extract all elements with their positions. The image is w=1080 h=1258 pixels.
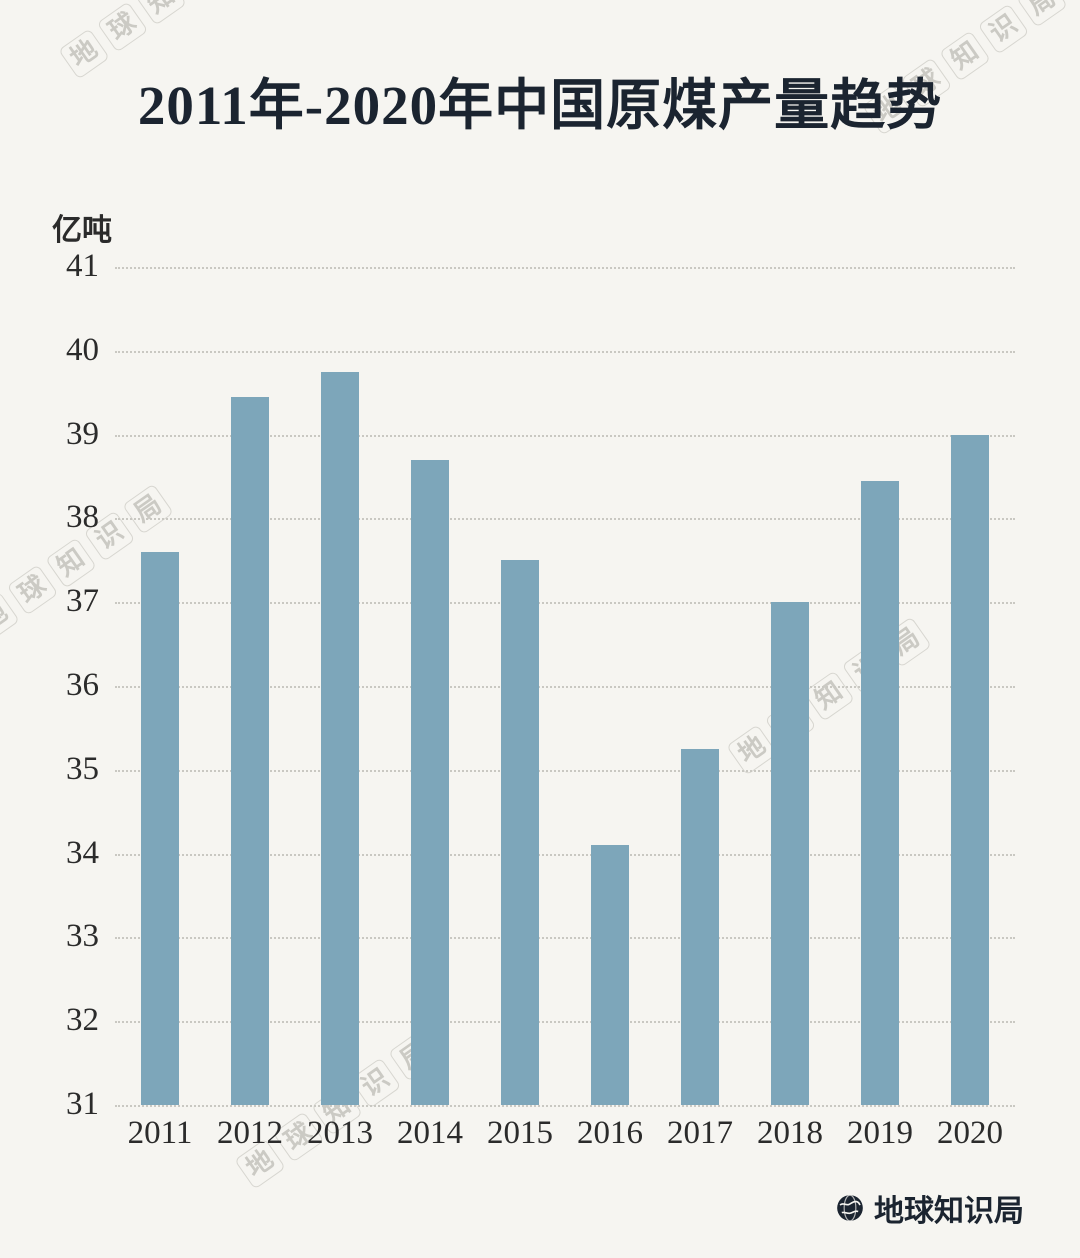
y-tick-label: 32 [66, 1001, 99, 1038]
x-tick-label: 2012 [217, 1115, 283, 1151]
gridline [115, 518, 1015, 521]
watermark-char: 局 [1016, 0, 1068, 28]
y-tick-label: 34 [66, 834, 99, 871]
bar-2018 [771, 602, 809, 1105]
globe-icon [836, 1194, 864, 1222]
y-tick-label: 37 [66, 582, 99, 619]
x-tick-label: 2016 [577, 1115, 643, 1151]
watermark-char: 知 [135, 0, 187, 26]
gridline [115, 1105, 1015, 1107]
brand-name: 地球知识局 [874, 1195, 1024, 1228]
brand-footer: 地球知识局 [836, 1186, 1024, 1230]
y-axis-unit-label: 亿吨 [52, 214, 112, 247]
y-tick-label: 36 [66, 666, 99, 703]
x-tick-label: 2011 [127, 1115, 193, 1151]
gridline [115, 686, 1015, 688]
bar-2015 [501, 560, 539, 1105]
x-tick-label: 2020 [937, 1115, 1003, 1151]
x-tick-label: 2014 [397, 1115, 463, 1151]
y-tick-label: 41 [66, 247, 99, 284]
x-tick-label: 2015 [487, 1115, 553, 1151]
bar-2019 [861, 480, 899, 1105]
gridline [115, 769, 1015, 772]
y-tick-label: 33 [66, 918, 99, 955]
gridline [115, 267, 1015, 269]
x-tick-label: 2018 [757, 1115, 823, 1151]
x-tick-label: 2019 [847, 1115, 913, 1151]
bar-chart: 31 32 33 34 35 36 37 38 39 40 41 2011 2012 2013 2014 20… [66, 248, 1015, 1151]
gridline [115, 434, 1015, 437]
watermark-char: 识 [977, 3, 1030, 55]
gridline [115, 602, 1015, 605]
chart-title-prefix: 2011年-2020年中国 [137, 75, 607, 136]
chart-title-emphasis: 原煤产量趋势 [606, 74, 943, 136]
bar-2017 [681, 748, 719, 1105]
bar-2014 [411, 459, 449, 1105]
bar-2016 [591, 845, 629, 1105]
gridline [115, 350, 1015, 353]
bar-2020 [951, 434, 989, 1105]
watermark-char: 地 [0, 591, 20, 643]
watermark-char: 知 [45, 537, 97, 589]
gridline [115, 853, 1015, 856]
y-tick-label: 39 [66, 415, 99, 452]
y-tick-label: 40 [66, 331, 99, 368]
chart-title: 2011年-2020年中国原煤产量趋势 [0, 60, 1080, 140]
gridline [115, 937, 1015, 940]
y-tick-label: 38 [66, 499, 99, 536]
y-tick-label: 35 [66, 750, 99, 787]
gridline [115, 1021, 1015, 1024]
x-tick-label: 2013 [307, 1115, 373, 1151]
y-tick-label: 31 [66, 1085, 99, 1122]
x-tick-label: 2017 [667, 1115, 733, 1151]
bar-2013 [321, 371, 359, 1105]
watermark-char: 球 [96, 1, 149, 53]
bar-2012 [231, 396, 269, 1105]
bar-2011 [141, 551, 179, 1105]
